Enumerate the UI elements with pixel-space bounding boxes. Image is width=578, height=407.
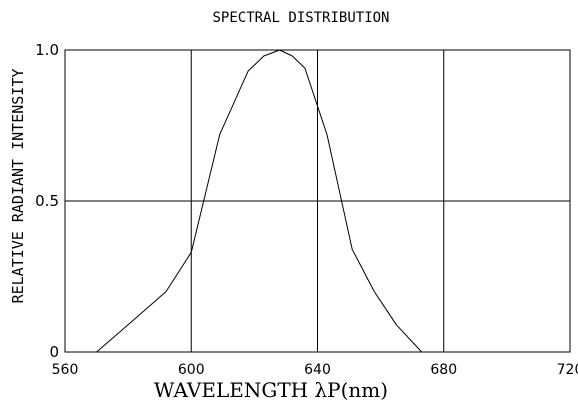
grid-lines [65, 50, 570, 352]
y-tick-label: 0.5 [35, 192, 59, 210]
y-tick-label: 1.0 [35, 41, 59, 59]
x-tick-label: 720 [557, 362, 578, 378]
chart-title: SPECTRAL DISTRIBUTION [212, 10, 389, 26]
x-axis-label: WAVELENGTH λP(nm) [154, 378, 388, 402]
y-axis-label: RELATIVE RADIANT INTENSITY [9, 69, 27, 304]
x-tick-label: 680 [430, 362, 457, 378]
plot-area [64, 49, 571, 353]
x-tick-label: 560 [52, 362, 79, 378]
series-layer [96, 49, 460, 353]
series-line [96, 49, 460, 353]
x-tick-label: 640 [304, 362, 331, 378]
tick-labels: 560 600 640 680 720 0 0.5 1.0 [35, 41, 578, 378]
y-tick-label: 0 [49, 343, 59, 361]
x-tick-label: 600 [178, 362, 205, 378]
